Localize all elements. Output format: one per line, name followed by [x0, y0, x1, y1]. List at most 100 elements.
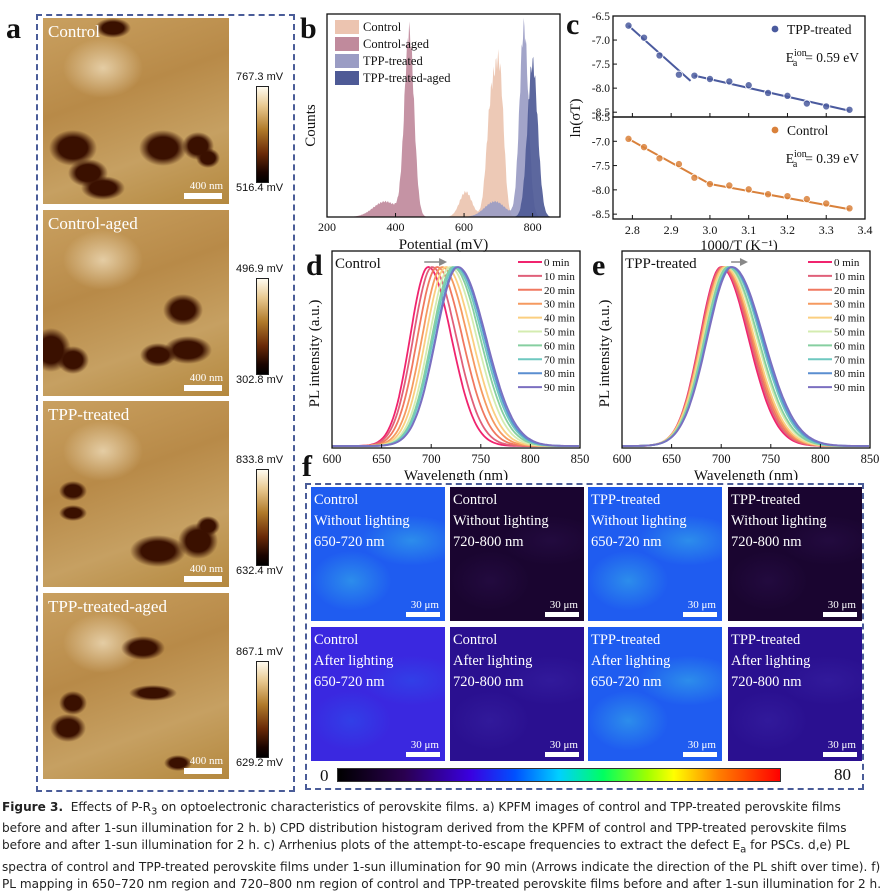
legend-label: 80 min	[834, 368, 865, 380]
y-tick-label: -8.5	[592, 107, 610, 119]
chart-title: Control	[335, 256, 381, 272]
pl-map-tile: Control Without lighting 650-720 nm 30 μm	[311, 487, 445, 621]
legend-label: 40 min	[834, 313, 865, 325]
x-tick-label: 800	[524, 220, 542, 234]
histogram-series-tpp-treated-aged	[327, 56, 560, 218]
x-tick-label: 400	[387, 220, 405, 234]
legend-label: 20 min	[834, 285, 865, 297]
caption-sub-2: a	[740, 844, 747, 856]
x-axis-label: 1000/T (K⁻¹)	[700, 238, 778, 250]
pl-map-label: Control Without lighting 720-800 nm	[453, 492, 549, 550]
pl-map-label: TPP-treated After lighting 650-720 nm	[591, 632, 671, 690]
plot-frame	[326, 13, 561, 218]
pl-colorbar-min: 0	[320, 766, 329, 785]
pl-curve-90-min	[332, 266, 579, 447]
legend-label: Control	[787, 123, 829, 138]
scale-bar	[184, 193, 222, 199]
scale-bar	[683, 612, 717, 617]
data-point	[624, 134, 633, 143]
legend-label: 30 min	[544, 299, 575, 311]
scale-bar	[545, 752, 579, 757]
x-axis-label: Potential (mV)	[399, 237, 489, 252]
kpfm-colorbar	[256, 661, 269, 758]
shift-arrow-icon	[439, 258, 448, 266]
pl-map-tile: TPP-treated After lighting 720-800 nm 30 …	[728, 627, 862, 761]
chart-c-arrhenius: -6.5 -7.0 -7.5 -8.0 -8.5 TPP-treated Eion a = 0.…	[568, 11, 873, 250]
data-point	[802, 99, 811, 108]
legend-label: 70 min	[834, 354, 865, 366]
data-point	[764, 190, 773, 199]
scale-bar	[406, 612, 440, 617]
kpfm-colorbar-max: 767.3 mV	[236, 71, 284, 83]
data-point	[802, 195, 811, 204]
data-point	[674, 160, 683, 169]
kpfm-colorbar	[256, 278, 269, 375]
x-tick-label: 650	[372, 452, 391, 466]
x-axis-label: Wavelength (nm)	[404, 468, 508, 480]
data-point	[783, 91, 792, 100]
caption-text-2: on optoelectronic characteristics of per…	[2, 800, 847, 853]
kpfm-image-title: Control	[48, 22, 100, 41]
kpfm-colorbar-max: 496.9 mV	[236, 263, 284, 275]
panel-label-b: b	[300, 12, 317, 45]
scale-bar-label: 30 μm	[410, 599, 439, 611]
data-point	[690, 173, 699, 182]
pl-map-tile: TPP-treated Without lighting 720-800 nm 3…	[728, 487, 862, 621]
x-tick-label: 600	[613, 452, 632, 466]
pl-map-label: Control After lighting 650-720 nm	[314, 632, 394, 690]
legend-label: 90 min	[834, 382, 865, 394]
scale-bar	[683, 752, 717, 757]
pl-map-label: TPP-treated Without lighting 720-800 nm	[731, 492, 827, 550]
scale-bar-label: 30 μm	[687, 739, 716, 751]
data-point	[822, 102, 831, 111]
legend-label: 80 min	[544, 368, 575, 380]
shift-arrow-icon	[739, 258, 748, 266]
legend-label: Control-aged	[363, 37, 430, 51]
kpfm-image: Control-aged 400 nm	[43, 210, 229, 396]
legend-label: 50 min	[834, 327, 865, 339]
kpfm-image: TPP-treated-aged 400 nm	[43, 593, 229, 779]
kpfm-colorbar-min: 632.4 mV	[236, 565, 284, 577]
kpfm-colorbar	[256, 469, 269, 566]
y-axis-label: Counts	[303, 104, 319, 147]
kpfm-colorbar-max: 833.8 mV	[236, 454, 284, 466]
plot-frame	[331, 250, 581, 449]
legend-swatch	[335, 71, 359, 85]
histogram-series-control	[327, 49, 560, 217]
x-tick-label: 800	[811, 452, 830, 466]
pl-map-label: TPP-treated After lighting 720-800 nm	[731, 632, 811, 690]
y-tick-label: -8.0	[592, 185, 610, 197]
x-tick-label: 3.1	[741, 223, 756, 237]
y-tick-label: -8.0	[592, 83, 610, 95]
x-tick-label: 3.0	[702, 223, 717, 237]
pl-map-label: TPP-treated Without lighting 650-720 nm	[591, 492, 687, 550]
kpfm-image-title: Control-aged	[48, 214, 138, 233]
caption-lead: Figure 3.	[2, 800, 64, 814]
legend-label: Control	[363, 20, 402, 34]
data-point	[640, 33, 649, 42]
data-point	[744, 185, 753, 194]
scale-bar-label: 30 μm	[549, 739, 578, 751]
caption-text-1: Effects of P-R	[70, 800, 152, 814]
pl-map-tile: Control Without lighting 720-800 nm 30 μm	[450, 487, 584, 621]
pl-curve-0-min	[332, 266, 579, 447]
x-tick-label: 600	[455, 220, 473, 234]
scale-bar	[823, 612, 857, 617]
scale-bar	[545, 612, 579, 617]
panel-label-c: c	[566, 8, 580, 41]
legend-swatch	[335, 20, 359, 34]
data-point	[725, 181, 734, 190]
x-tick-label: 700	[712, 452, 731, 466]
panel-f-frame	[305, 483, 864, 790]
legend-label: 0 min	[834, 257, 860, 269]
pl-colorbar	[337, 768, 781, 782]
x-tick-label: 750	[471, 452, 490, 466]
figure-caption: Figure 3. Effects of P-R3 on optoelectro…	[2, 799, 882, 893]
pl-map-label: Control Without lighting 650-720 nm	[314, 492, 410, 550]
kpfm-colorbar-max: 867.1 mV	[236, 646, 284, 658]
y-axis-label: PL intensity (a.u.)	[597, 300, 613, 408]
data-point	[822, 199, 831, 208]
legend-swatch	[335, 37, 359, 51]
chart-b-cpd-histogram: 200 400 600 800 Potential (mV) Counts Control C…	[303, 13, 561, 252]
scale-bar-label: 30 μm	[410, 739, 439, 751]
